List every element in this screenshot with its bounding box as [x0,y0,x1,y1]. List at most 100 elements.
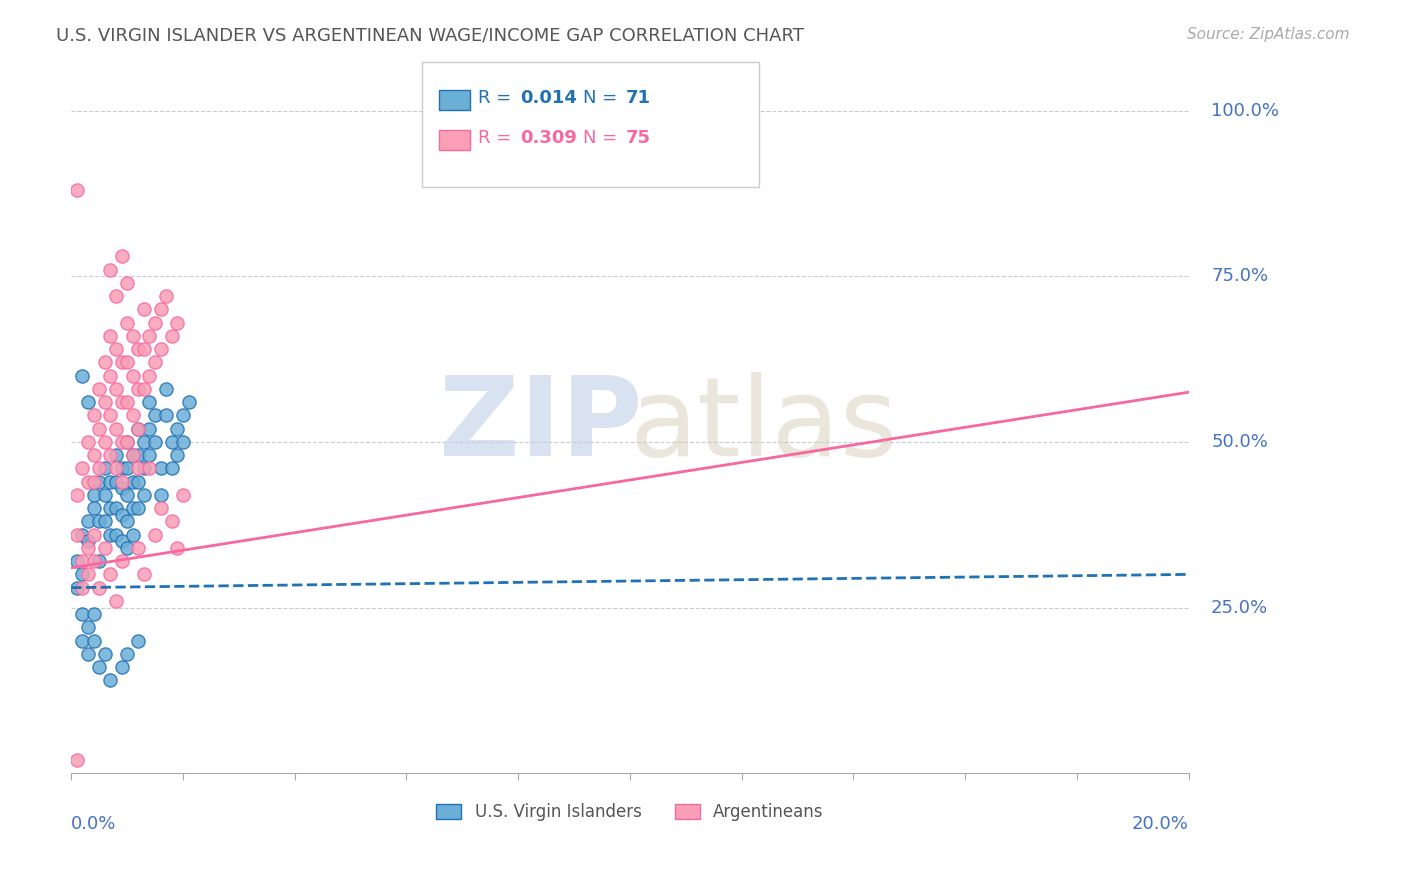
Point [104,448,127,462]
Point [160,515,183,529]
Point [115,276,138,290]
Point [104,594,127,608]
Point [166,448,188,462]
Point [143,316,166,330]
Point [89,422,111,436]
Point [127,541,149,555]
Point [89,515,111,529]
Point [115,316,138,330]
Point [121,527,143,541]
Point [127,448,149,462]
Point [115,461,138,475]
Point [149,302,172,317]
Legend: U.S. Virgin Islanders, Argentineans: U.S. Virgin Islanders, Argentineans [430,797,831,828]
Point [132,567,155,582]
Point [127,422,149,436]
Point [83,475,105,489]
Point [115,434,138,449]
Point [115,355,138,369]
Point [89,475,111,489]
Point [110,475,132,489]
Point [115,515,138,529]
Point [104,501,127,516]
Point [110,249,132,263]
Point [166,316,188,330]
Point [127,633,149,648]
Point [110,355,132,369]
Point [121,475,143,489]
Point [149,342,172,356]
Point [72,461,94,475]
Text: N =: N = [583,129,623,147]
Text: R =: R = [478,129,517,147]
Point [83,409,105,423]
Point [94,434,117,449]
Point [132,382,155,396]
Point [89,554,111,568]
Point [115,488,138,502]
Text: 20.0%: 20.0% [1132,815,1188,833]
Point [121,368,143,383]
Point [110,508,132,522]
Point [155,382,177,396]
Point [94,488,117,502]
Point [110,434,132,449]
Point [72,527,94,541]
Text: 25.0%: 25.0% [1211,599,1268,616]
Point [94,395,117,409]
Point [98,329,121,343]
Point [77,620,100,634]
Point [115,395,138,409]
Point [138,329,160,343]
Point [66,753,89,767]
Point [166,541,188,555]
Point [143,409,166,423]
Point [121,448,143,462]
Point [132,342,155,356]
Point [132,488,155,502]
Point [98,262,121,277]
Point [143,434,166,449]
Point [115,541,138,555]
Point [98,501,121,516]
Point [138,448,160,462]
Point [132,302,155,317]
Point [89,382,111,396]
Point [132,461,155,475]
Point [83,488,105,502]
Point [104,527,127,541]
Point [66,554,89,568]
Point [127,342,149,356]
Point [72,567,94,582]
Point [83,527,105,541]
Point [143,355,166,369]
Point [98,448,121,462]
Point [83,554,105,568]
Point [110,534,132,549]
Point [149,501,172,516]
Point [98,567,121,582]
Text: 100.0%: 100.0% [1211,102,1279,120]
Point [77,475,100,489]
Point [89,461,111,475]
Text: 0.0%: 0.0% [72,815,117,833]
Point [66,527,89,541]
Point [72,633,94,648]
Text: R =: R = [478,89,517,107]
Point [98,673,121,688]
Point [72,554,94,568]
Point [89,581,111,595]
Point [121,501,143,516]
Point [98,475,121,489]
Point [77,534,100,549]
Point [72,581,94,595]
Text: 0.014: 0.014 [520,89,576,107]
Point [110,660,132,674]
Point [77,567,100,582]
Point [138,395,160,409]
Point [72,607,94,622]
Point [160,434,183,449]
Point [127,382,149,396]
Point [66,183,89,197]
Point [104,475,127,489]
